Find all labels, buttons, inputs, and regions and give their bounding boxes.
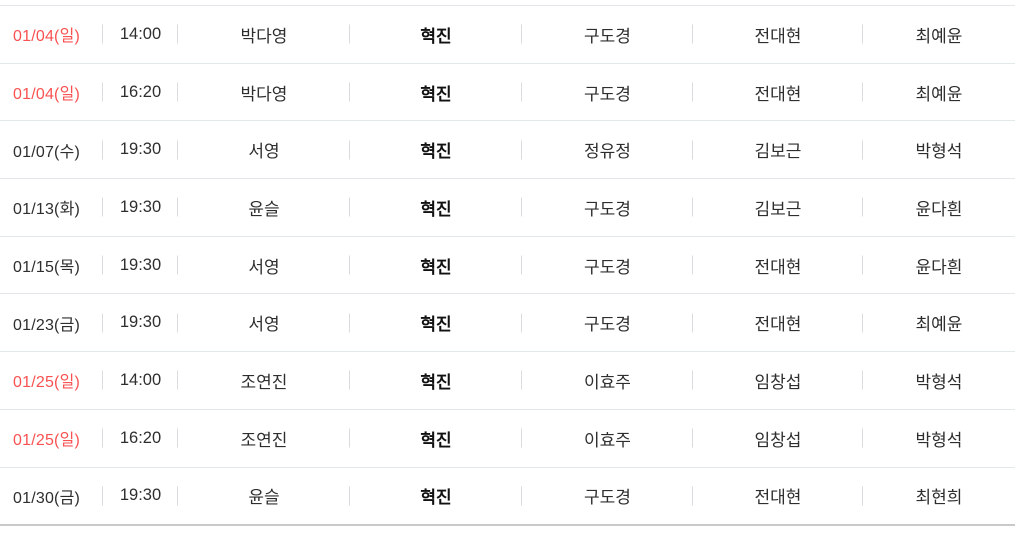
cast-cell: 박다영 <box>178 6 350 63</box>
schedule-table: 01/04(일) 14:00 박다영 혁진 구도경 전대현 최예윤 01/04(일) 16:20… <box>0 5 1015 527</box>
table-row: 01/30(금) 19:30 윤슬 혁진 구도경 전대현 최현희 <box>0 467 1015 527</box>
cast-cell: 구도경 <box>522 179 693 236</box>
date-cell: 01/04(일) <box>0 6 103 63</box>
cast-cell: 조연진 <box>178 410 350 467</box>
cast-cell: 박형석 <box>915 372 963 392</box>
cast-cell: 구도경 <box>522 64 693 121</box>
cast-cell: 정유정 <box>522 121 693 178</box>
date-cell: 01/15(목) <box>0 237 103 294</box>
cast-cell: 혁진 <box>350 121 522 178</box>
time-cell: 19:30 <box>103 121 178 178</box>
cast-cell: 전대현 <box>693 237 863 294</box>
cast-cell: 박형석 <box>915 142 963 162</box>
cast-cell: 최현희 <box>915 488 963 508</box>
cast-cell: 임창섭 <box>693 410 863 467</box>
date-cell: 01/30(금) <box>0 468 103 525</box>
cast-cell: 이효주 <box>522 352 693 409</box>
table-row: 01/04(일) 16:20 박다영 혁진 구도경 전대현 최예윤 <box>0 63 1015 122</box>
cast-cell: 김보근 <box>693 179 863 236</box>
cast-cell: 윤슬 <box>178 468 350 525</box>
cast-cell: 임창섭 <box>693 352 863 409</box>
cast-cell: 박형석 <box>915 430 963 450</box>
date-cell: 01/25(일) <box>0 410 103 467</box>
cast-cell: 전대현 <box>693 64 863 121</box>
time-cell: 19:30 <box>103 237 178 294</box>
time-cell: 16:20 <box>103 64 178 121</box>
cast-cell: 윤슬 <box>178 179 350 236</box>
time-cell: 19:30 <box>103 294 178 351</box>
cast-cell: 최예윤 <box>915 84 963 104</box>
cast-cell: 윤다흰 <box>915 257 963 277</box>
cast-cell: 구도경 <box>522 6 693 63</box>
cast-cell: 혁진 <box>350 410 522 467</box>
table-row: 01/23(금) 19:30 서영 혁진 구도경 전대현 최예윤 <box>0 294 1015 353</box>
cast-cell: 혁진 <box>350 237 522 294</box>
table-row: 01/07(수) 19:30 서영 혁진 정유정 김보근 박형석 <box>0 121 1015 180</box>
cast-cell: 전대현 <box>693 294 863 351</box>
time-cell: 14:00 <box>103 6 178 63</box>
table-row: 01/13(화) 19:30 윤슬 혁진 구도경 김보근 윤다흰 <box>0 179 1015 237</box>
cast-cell: 윤다흰 <box>915 199 963 219</box>
cast-cell: 혁진 <box>350 294 522 351</box>
cast-cell: 혁진 <box>350 6 522 63</box>
cast-cell: 이효주 <box>522 410 693 467</box>
cast-cell: 서영 <box>178 121 350 178</box>
cast-cell: 박다영 <box>178 64 350 121</box>
cast-cell: 구도경 <box>522 468 693 525</box>
date-cell: 01/07(수) <box>0 121 103 178</box>
table-row: 01/04(일) 14:00 박다영 혁진 구도경 전대현 최예윤 <box>0 6 1015 64</box>
time-cell: 14:00 <box>103 352 178 409</box>
table-row: 01/25(일) 14:00 조연진 혁진 이효주 임창섭 박형석 <box>0 352 1015 410</box>
time-cell: 19:30 <box>103 179 178 236</box>
cast-cell: 조연진 <box>178 352 350 409</box>
cast-cell: 혁진 <box>350 179 522 236</box>
cast-cell: 최예윤 <box>915 315 963 335</box>
time-cell: 19:30 <box>103 468 178 525</box>
cast-cell: 김보근 <box>693 121 863 178</box>
cast-cell: 서영 <box>178 237 350 294</box>
cast-cell: 전대현 <box>693 468 863 525</box>
table-row: 01/25(일) 16:20 조연진 혁진 이효주 임창섭 박형석 <box>0 409 1015 468</box>
cast-cell: 혁진 <box>350 468 522 525</box>
time-cell: 16:20 <box>103 410 178 467</box>
cast-cell: 최예윤 <box>915 26 963 46</box>
date-cell: 01/04(일) <box>0 64 103 121</box>
date-cell: 01/25(일) <box>0 352 103 409</box>
cast-cell: 혁진 <box>350 64 522 121</box>
date-cell: 01/23(금) <box>0 294 103 351</box>
cast-cell: 구도경 <box>522 237 693 294</box>
cast-cell: 서영 <box>178 294 350 351</box>
cast-cell: 혁진 <box>350 352 522 409</box>
cast-cell: 구도경 <box>522 294 693 351</box>
date-cell: 01/13(화) <box>0 179 103 236</box>
table-row: 01/15(목) 19:30 서영 혁진 구도경 전대현 윤다흰 <box>0 236 1015 295</box>
cast-cell: 전대현 <box>693 6 863 63</box>
